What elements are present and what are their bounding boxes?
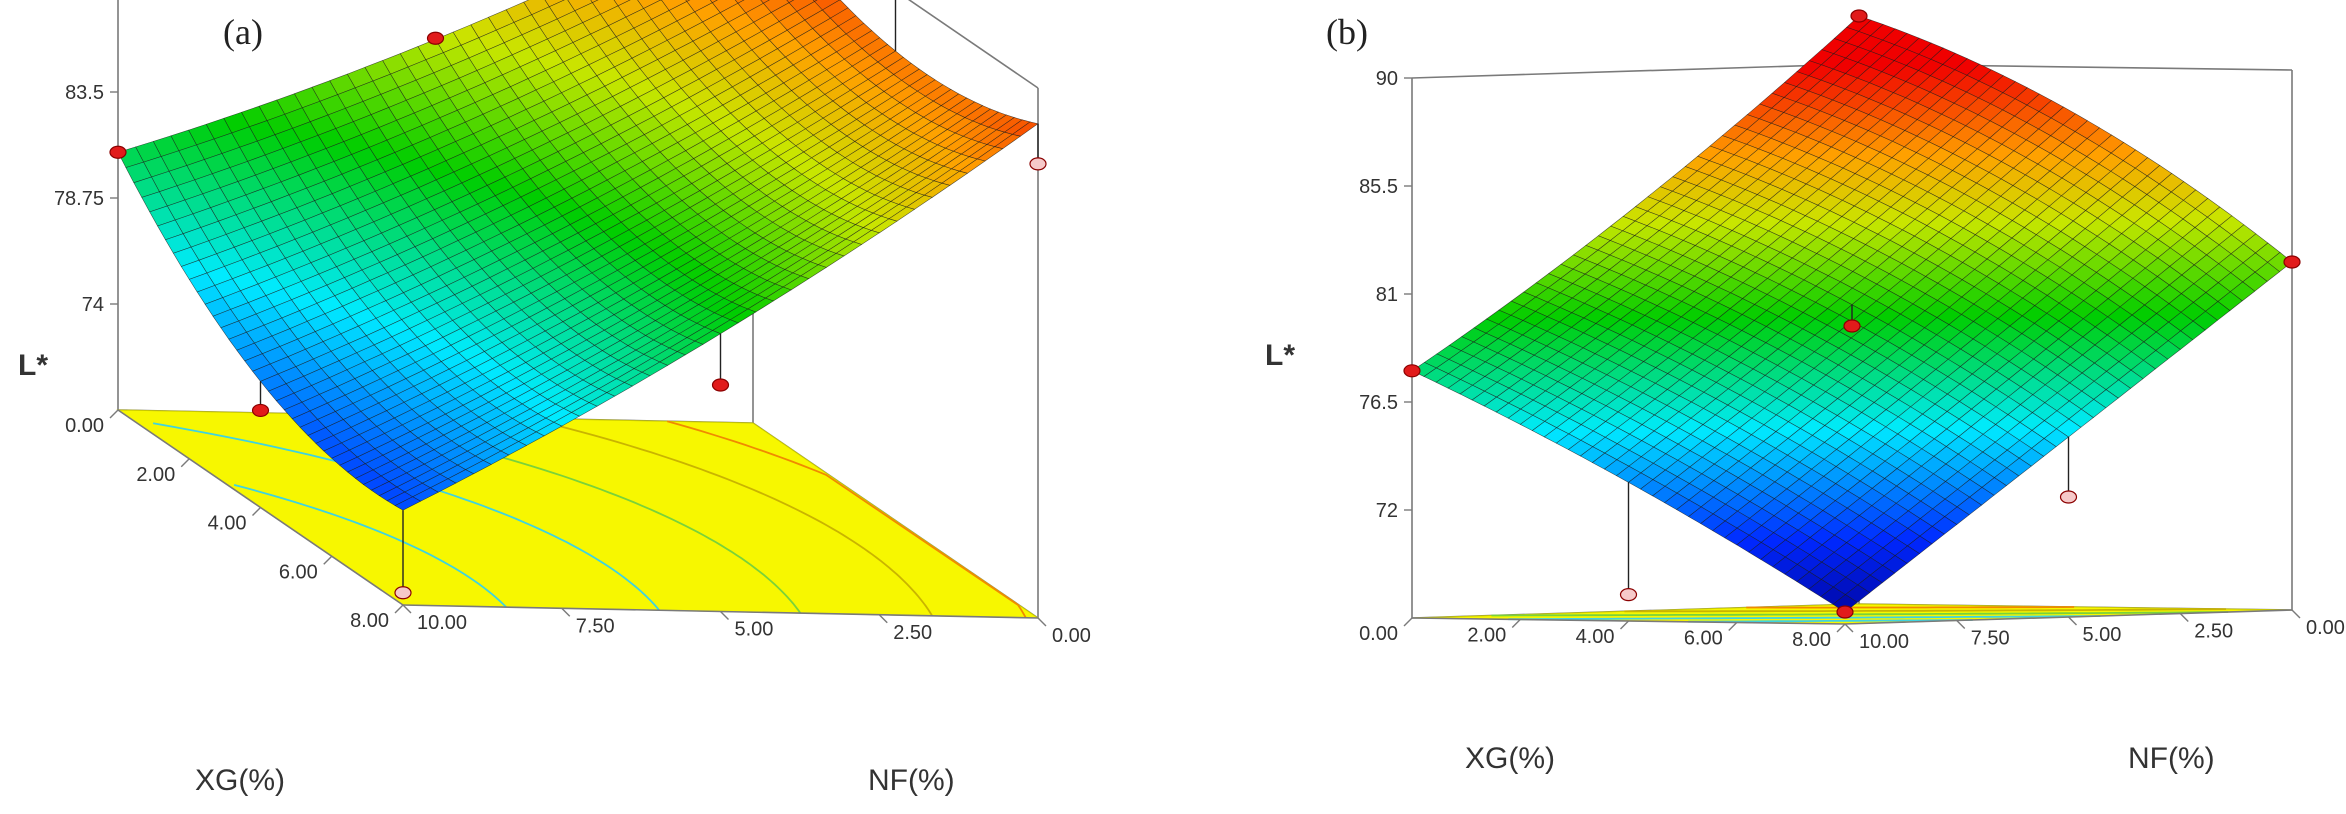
x-tick-label: 0.00 <box>65 415 104 437</box>
contour-line <box>1508 615 2101 621</box>
x-tick-mark <box>252 507 261 516</box>
design-point <box>1843 319 1861 333</box>
x-tick-label: 4.00 <box>208 513 247 535</box>
z-tick-label: 74 <box>82 294 104 316</box>
design-point <box>2059 490 2078 504</box>
design-point <box>426 31 445 45</box>
design-point <box>1619 587 1638 602</box>
y-tick-label: 5.00 <box>2083 624 2122 646</box>
x-tick-mark <box>1620 620 1629 630</box>
x-tick-label: 0.00 <box>1359 623 1398 645</box>
y-tick-mark <box>561 607 571 617</box>
y-tick-mark <box>1844 623 1854 633</box>
x-tick-mark <box>323 555 333 565</box>
contour-line <box>152 422 660 611</box>
response-surface <box>117 0 1039 511</box>
floor-contours <box>152 413 1027 619</box>
y-tick-mark <box>878 614 888 624</box>
design-point <box>251 403 270 418</box>
y-tick-mark <box>2179 613 2189 622</box>
y-tick-label: 0.00 <box>1052 625 1091 647</box>
design-points <box>109 0 1047 600</box>
design-point <box>1836 605 1854 619</box>
x-tick-label: 8.00 <box>1792 629 1831 651</box>
z-axis-label: L* <box>1265 339 1295 372</box>
x-tick-label: 4.00 <box>1576 626 1615 648</box>
response-surface <box>1411 15 2293 613</box>
z-tick-label: 85.5 <box>1359 176 1398 198</box>
frame-top-right <box>907 0 1039 89</box>
x-axis-label: XG(%) <box>195 764 285 797</box>
y-tick-mark <box>720 611 729 620</box>
design-point <box>711 378 730 392</box>
design-points <box>1403 9 2301 619</box>
y-tick-mark <box>2291 609 2301 619</box>
y-axis-label: NF(%) <box>2128 742 2215 775</box>
y-tick-label: 7.50 <box>576 615 615 637</box>
contour-line <box>528 417 933 617</box>
y-axis-ticks: 10.00 7.50 5.00 2.50 0.00 <box>1844 609 2345 653</box>
z-tick-label: 78.75 <box>54 188 104 210</box>
x-tick-label: 6.00 <box>279 561 318 583</box>
y-tick-label: 0.00 <box>2306 617 2345 639</box>
floor-contours <box>1491 606 2229 623</box>
frame-top-left <box>1411 63 1860 79</box>
panel-label: (a) <box>223 12 263 52</box>
y-tick-mark <box>402 604 412 614</box>
x-tick-mark <box>1836 623 1846 633</box>
z-tick-label: 81 <box>1376 284 1398 306</box>
x-tick-mark <box>1511 619 1521 628</box>
x-tick-label: 8.00 <box>350 610 389 632</box>
contour-line <box>1624 608 2227 613</box>
y-tick-label: 2.50 <box>893 622 932 644</box>
floor-plane <box>116 409 1040 619</box>
x-tick-label: 2.00 <box>1467 625 1506 647</box>
z-axis-ticks: 72 76.5 81 85.5 90 <box>1359 68 1412 522</box>
contour-line <box>1746 606 2075 609</box>
x-tick-mark <box>1728 622 1738 631</box>
design-point <box>109 145 127 159</box>
design-point <box>394 586 412 600</box>
contour-line <box>1688 619 1973 623</box>
y-tick-label: 2.50 <box>2194 621 2233 643</box>
y-axis-label: NF(%) <box>868 764 955 797</box>
y-tick-label: 5.00 <box>735 619 774 641</box>
x-tick-label: 2.00 <box>136 464 175 486</box>
y-tick-label: 10.00 <box>1859 631 1909 653</box>
z-tick-label: 83.5 <box>65 82 104 104</box>
contour-line <box>666 420 1027 619</box>
x-axis-label: XG(%) <box>1465 742 1555 775</box>
x-tick-mark <box>394 604 404 614</box>
design-point <box>2283 255 2301 269</box>
y-tick-label: 10.00 <box>417 612 467 634</box>
panel-label: (b) <box>1326 12 1368 52</box>
z-tick-label: 90 <box>1376 68 1398 90</box>
y-tick-mark <box>2068 616 2077 626</box>
y-axis-ticks: 10.00 7.50 5.00 2.50 0.00 <box>402 604 1091 647</box>
y-tick-mark <box>1037 617 1047 627</box>
x-axis-ticks: 0.00 2.00 4.00 6.00 8.00 <box>65 409 404 632</box>
z-tick-label: 76.5 <box>1359 392 1398 414</box>
y-tick-label: 7.50 <box>1971 628 2010 650</box>
x-axis-ticks: 0.00 2.00 4.00 6.00 8.00 <box>1359 617 1846 651</box>
x-tick-mark <box>180 458 190 468</box>
contour-line <box>233 484 507 608</box>
x-tick-mark <box>109 409 119 419</box>
x-tick-mark <box>1403 617 1413 627</box>
z-tick-label: 72 <box>1376 500 1398 522</box>
design-point <box>1850 9 1868 23</box>
y-tick-mark <box>1956 620 1966 629</box>
z-axis-label: L* <box>18 349 48 382</box>
design-point <box>1403 364 1421 378</box>
design-point <box>1029 157 1047 171</box>
x-tick-label: 6.00 <box>1684 628 1723 650</box>
